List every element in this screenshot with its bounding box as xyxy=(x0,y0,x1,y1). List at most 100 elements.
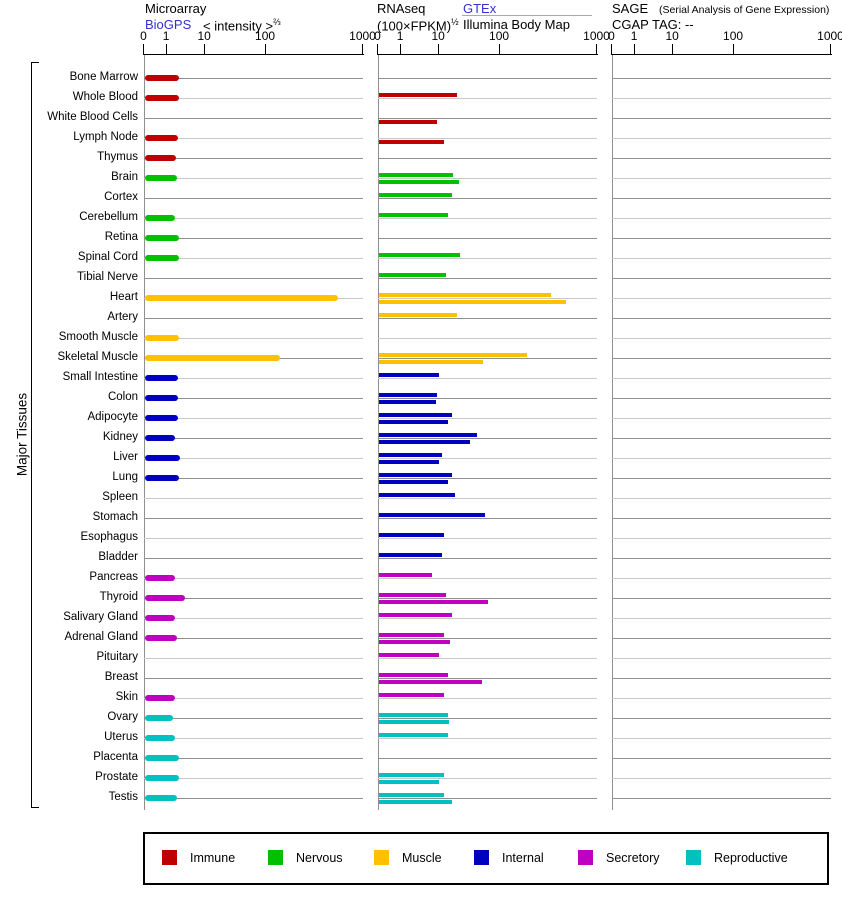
microarray-bar xyxy=(144,435,175,441)
legend-swatch-nervous xyxy=(268,850,283,865)
axis-tick xyxy=(362,44,363,55)
row-gridline xyxy=(143,558,363,559)
row-gridline xyxy=(143,518,363,519)
legend-swatch-secretory xyxy=(578,850,593,865)
row-gridline xyxy=(377,658,597,659)
microarray-bar xyxy=(144,715,173,721)
tissue-row-label: Stomach xyxy=(92,511,138,523)
legend-swatch-internal xyxy=(474,850,489,865)
row-gridline xyxy=(377,358,597,359)
microarray-bar xyxy=(144,475,179,481)
rnaseq-gtex-bar xyxy=(378,713,449,717)
panel-left-border xyxy=(377,55,379,810)
axis-tick-label: 100 xyxy=(255,29,276,43)
legend-label-muscle: Muscle xyxy=(402,851,442,865)
row-gridline xyxy=(611,798,831,799)
axis-baseline xyxy=(377,54,598,55)
rnaseq-illumina-bar xyxy=(378,680,483,684)
axis-tick xyxy=(143,44,144,55)
rnaseq-illumina-bar xyxy=(378,600,488,604)
microarray-bar xyxy=(144,775,180,781)
row-gridline xyxy=(377,678,597,679)
row-gridline xyxy=(377,738,597,739)
microarray-bar xyxy=(144,575,175,581)
legend-label-reproductive: Reproductive xyxy=(714,851,788,865)
row-gridline xyxy=(143,478,363,479)
biogps-link[interactable]: BioGPS xyxy=(145,17,192,32)
rnaseq-illumina-bar xyxy=(378,180,459,184)
row-gridline xyxy=(611,718,831,719)
microarray-title: Microarray xyxy=(145,1,207,16)
row-gridline xyxy=(611,118,831,119)
row-gridline xyxy=(377,598,597,599)
microarray-bar xyxy=(144,635,177,641)
microarray-bar xyxy=(144,255,179,261)
tissue-row-label: Brain xyxy=(111,171,138,183)
microarray-bar xyxy=(144,375,178,381)
row-gridline xyxy=(611,558,831,559)
tissue-row-label: Lymph Node xyxy=(73,131,138,143)
row-gridline xyxy=(611,638,831,639)
tissue-row-label: Liver xyxy=(113,451,138,463)
row-gridline xyxy=(377,558,597,559)
row-gridline xyxy=(377,438,597,439)
axis-tick-label: 0 xyxy=(140,29,147,43)
rnaseq-gtex-bar xyxy=(378,173,454,177)
rnaseq-gtex-bar xyxy=(378,793,444,797)
row-gridline xyxy=(377,198,597,199)
legend-swatch-immune xyxy=(162,850,177,865)
tissue-row-label: Colon xyxy=(107,391,138,403)
panel-left-border xyxy=(143,55,145,810)
row-gridline xyxy=(143,398,363,399)
tissue-row-label: Placenta xyxy=(93,751,138,763)
rnaseq-gtex-bar xyxy=(378,513,485,517)
microarray-bar xyxy=(144,335,180,341)
row-gridline xyxy=(143,338,363,339)
tissue-row-label: Adipocyte xyxy=(87,411,138,423)
row-gridline xyxy=(611,658,831,659)
fpkm-text: (100×FPKM) xyxy=(377,18,452,34)
intensity-text: < intensity > xyxy=(203,18,274,34)
axis-tick xyxy=(437,44,439,55)
tissue-row-label: Bone Marrow xyxy=(69,71,138,83)
rnaseq-gtex-bar xyxy=(378,573,433,577)
tissue-row-label: Heart xyxy=(109,291,138,303)
microarray-bar xyxy=(144,595,186,601)
row-gridline xyxy=(143,538,363,539)
row-gridline xyxy=(611,278,831,279)
row-gridline xyxy=(143,118,363,119)
tissue-row-label: Artery xyxy=(107,311,138,323)
row-gridline xyxy=(377,498,597,499)
row-gridline xyxy=(377,178,597,179)
axis-tick xyxy=(203,44,205,55)
row-gridline xyxy=(611,178,831,179)
rnaseq-gtex-bar xyxy=(378,593,447,597)
rnaseq-gtex-bar xyxy=(378,93,458,97)
row-gridline xyxy=(143,138,363,139)
gtex-link[interactable]: GTEx xyxy=(463,1,497,16)
tissue-row-label: Retina xyxy=(104,231,138,243)
rnaseq-illumina-bar xyxy=(378,720,449,724)
row-gridline xyxy=(143,158,363,159)
rnaseq-illumina-bar xyxy=(378,120,438,124)
tissue-row-label: Esophagus xyxy=(80,531,138,543)
microarray-bar xyxy=(144,415,178,421)
rnaseq-illumina-bar xyxy=(378,780,440,784)
rnaseq-gtex-bar xyxy=(378,613,452,617)
microarray-bar xyxy=(144,95,180,101)
row-gridline xyxy=(611,458,831,459)
tissue-row-label: Tibial Nerve xyxy=(77,271,138,283)
row-gridline xyxy=(611,778,831,779)
microarray-bar xyxy=(144,455,181,461)
rnaseq-gtex-bar xyxy=(378,253,460,257)
rnaseq-gtex-bar xyxy=(378,733,449,737)
rnaseq-gtex-bar xyxy=(378,293,551,297)
rnaseq-gtex-bar xyxy=(378,353,528,357)
rnaseq-gtex-bar xyxy=(378,673,449,677)
axis-tick xyxy=(498,44,500,55)
tissue-row-label: Cerebellum xyxy=(79,211,138,223)
sage-note: (Serial Analysis of Gene Expression) xyxy=(659,4,830,16)
rnaseq-title: RNAseq xyxy=(377,1,426,16)
axis-tick xyxy=(732,44,734,55)
panel-left-border xyxy=(611,55,613,810)
